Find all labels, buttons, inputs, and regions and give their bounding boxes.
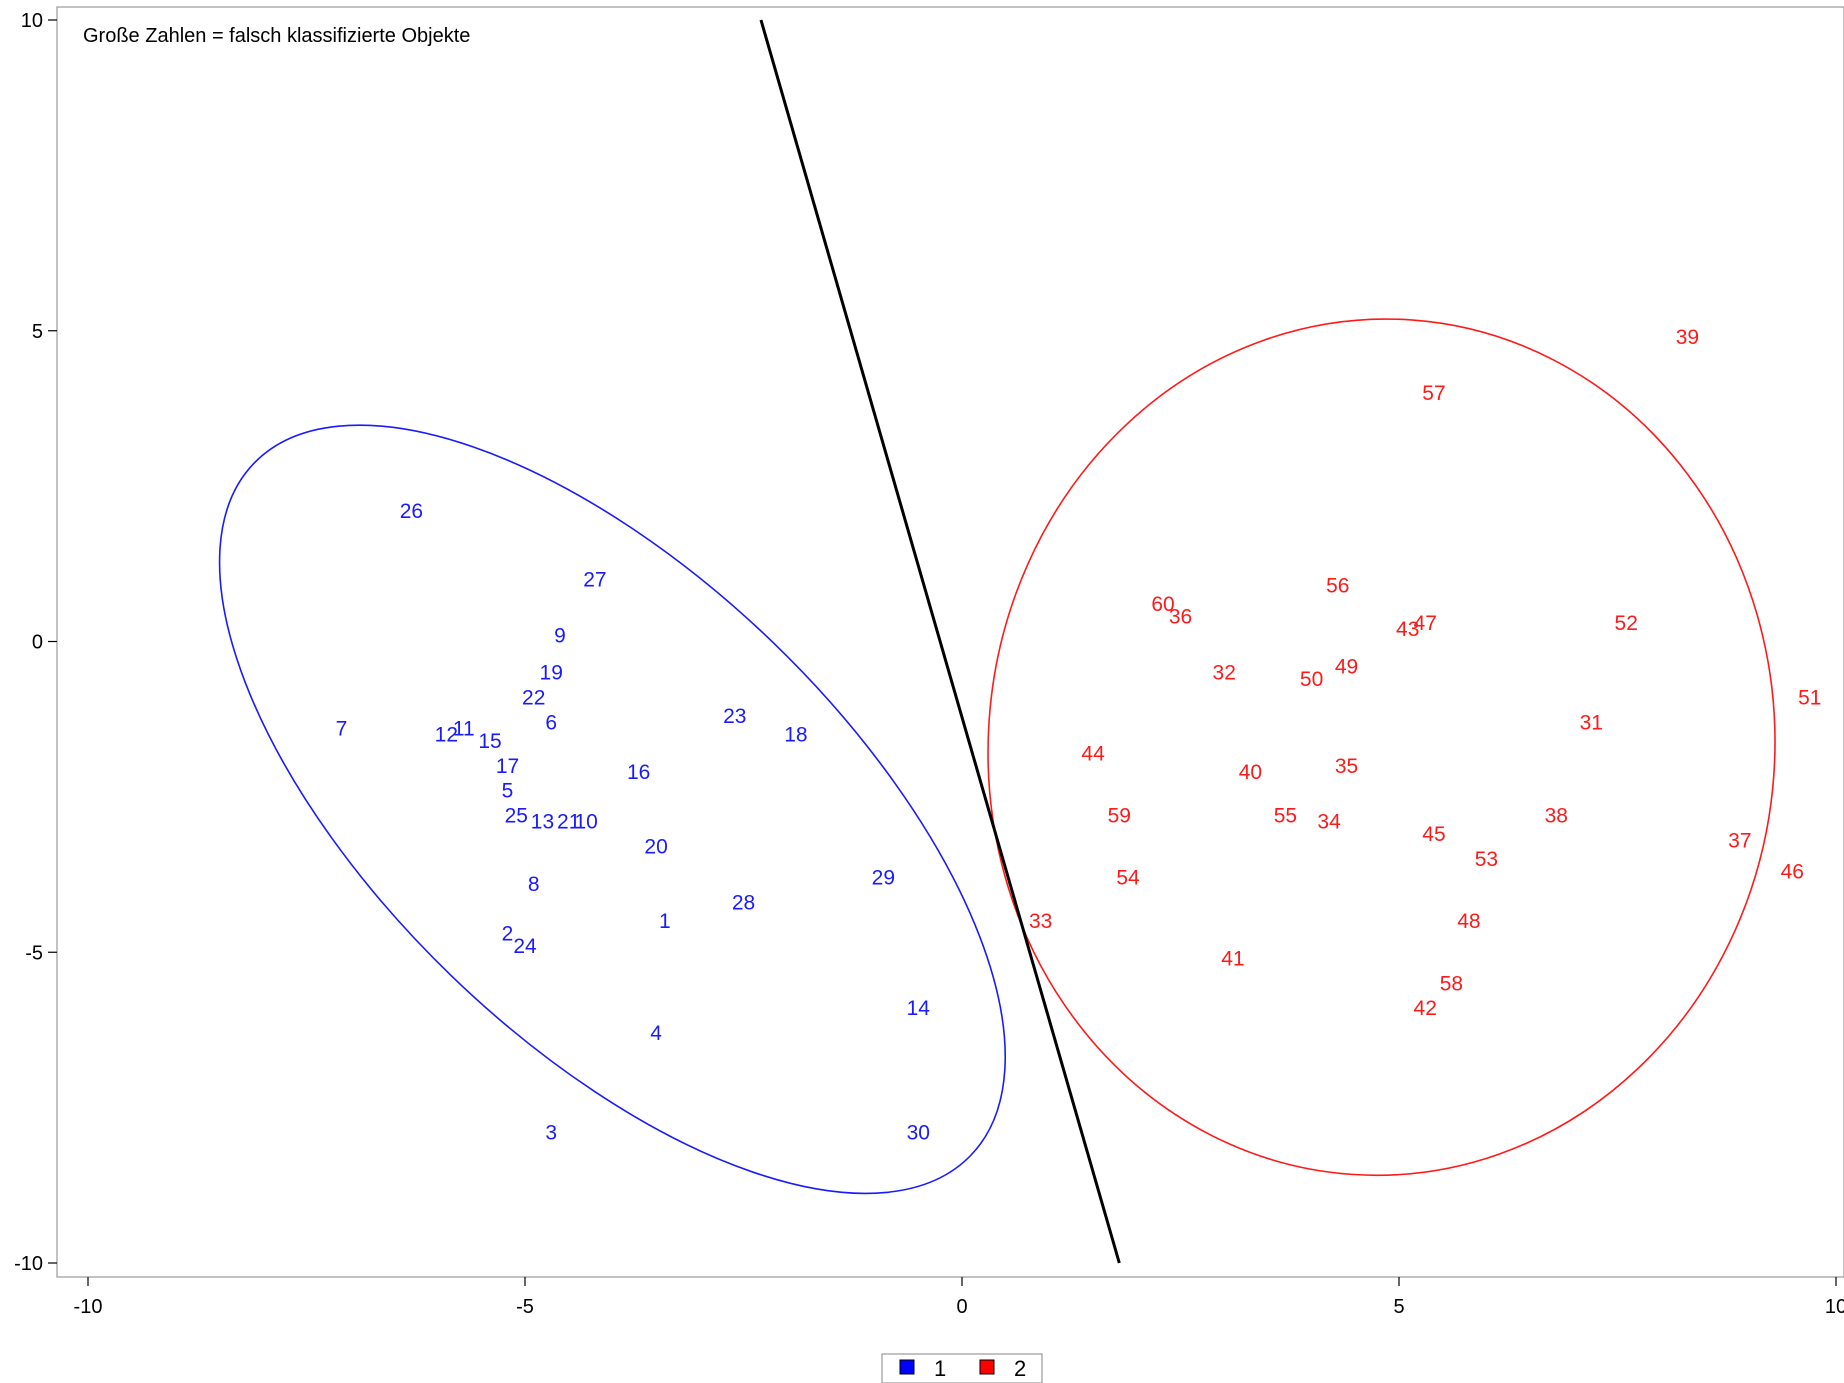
point-label-34: 34 <box>1317 811 1341 834</box>
x-tick-label: 0 <box>956 1296 967 1318</box>
y-tick-label: 0 <box>32 632 43 654</box>
point-label-28: 28 <box>732 892 755 915</box>
point-label-48: 48 <box>1457 910 1480 933</box>
point-label-16: 16 <box>627 761 650 784</box>
point-label-3: 3 <box>545 1121 557 1144</box>
point-label-20: 20 <box>644 836 667 859</box>
point-label-38: 38 <box>1545 805 1568 828</box>
point-label-53: 53 <box>1475 848 1498 871</box>
point-label-41: 41 <box>1221 947 1244 970</box>
ellipse-series-2 <box>987 318 1776 1177</box>
point-label-54: 54 <box>1116 867 1140 890</box>
point-label-39: 39 <box>1676 326 1699 349</box>
point-label-2: 2 <box>502 923 514 946</box>
point-label-18: 18 <box>784 724 807 747</box>
point-label-7: 7 <box>336 718 348 741</box>
point-label-8: 8 <box>528 873 540 896</box>
legend-label-2: 2 <box>1014 1356 1026 1381</box>
plot-annotation: Große Zahlen = falsch klassifizierte Obj… <box>83 25 470 47</box>
point-label-9: 9 <box>554 624 566 647</box>
point-label-23: 23 <box>723 705 746 728</box>
ellipse-series-1 <box>218 424 1007 1195</box>
point-label-26: 26 <box>400 500 423 523</box>
point-label-11: 11 <box>453 718 475 741</box>
point-label-14: 14 <box>907 997 931 1020</box>
point-label-13: 13 <box>531 811 554 834</box>
confidence-ellipses <box>218 318 1776 1195</box>
y-tick-label: 5 <box>32 321 43 343</box>
x-tick-label: -10 <box>74 1296 103 1318</box>
point-label-15: 15 <box>478 730 501 753</box>
point-label-44: 44 <box>1081 742 1105 765</box>
y-tick-label: -5 <box>25 942 43 964</box>
separator-line <box>759 19 1121 1264</box>
legend-swatch-2 <box>979 1359 995 1375</box>
point-label-25: 25 <box>505 805 528 828</box>
point-label-57: 57 <box>1422 382 1445 405</box>
point-label-33: 33 <box>1029 910 1052 933</box>
separator-line-group <box>759 19 1121 1264</box>
point-label-30: 30 <box>907 1121 930 1144</box>
point-label-47: 47 <box>1414 612 1437 635</box>
point-label-1: 1 <box>659 910 671 933</box>
x-tick-label: 10 <box>1825 1296 1844 1318</box>
point-label-40: 40 <box>1239 761 1262 784</box>
legend-swatch-1 <box>899 1359 915 1375</box>
point-label-60: 60 <box>1151 593 1174 616</box>
point-label-17: 17 <box>496 755 519 778</box>
point-label-27: 27 <box>583 568 606 591</box>
point-label-4: 4 <box>650 1022 662 1045</box>
point-label-5: 5 <box>502 780 514 803</box>
point-label-55: 55 <box>1274 805 1297 828</box>
point-label-19: 19 <box>540 662 563 685</box>
point-label-52: 52 <box>1615 612 1638 635</box>
point-label-37: 37 <box>1728 829 1751 852</box>
point-label-49: 49 <box>1335 655 1358 678</box>
y-tick-label: 10 <box>21 10 43 32</box>
point-label-56: 56 <box>1326 575 1349 598</box>
point-label-36: 36 <box>1169 606 1192 629</box>
point-label-51: 51 <box>1798 686 1821 709</box>
point-label-24: 24 <box>513 935 537 958</box>
x-tick-label: -5 <box>516 1296 534 1318</box>
legend-label-1: 1 <box>934 1356 946 1381</box>
point-label-58: 58 <box>1440 972 1463 995</box>
point-label-59: 59 <box>1108 805 1131 828</box>
point-label-6: 6 <box>545 711 557 734</box>
y-tick-label: -10 <box>14 1253 43 1275</box>
point-label-32: 32 <box>1213 662 1236 685</box>
point-label-31: 31 <box>1580 711 1603 734</box>
point-label-22: 22 <box>522 686 545 709</box>
point-label-35: 35 <box>1335 755 1358 778</box>
data-points: 1234567891011121314151617181920212223242… <box>336 326 1822 1145</box>
point-label-21: 21 <box>557 811 580 834</box>
point-label-42: 42 <box>1414 997 1437 1020</box>
point-label-12: 12 <box>435 724 458 747</box>
point-label-43: 43 <box>1396 618 1419 641</box>
plot-frame <box>56 6 1844 1278</box>
x-tick-label: 5 <box>1393 1296 1404 1318</box>
point-label-50: 50 <box>1300 668 1323 691</box>
point-label-46: 46 <box>1781 860 1804 883</box>
point-label-29: 29 <box>872 867 895 890</box>
point-label-45: 45 <box>1422 823 1445 846</box>
point-label-10: 10 <box>575 811 598 834</box>
